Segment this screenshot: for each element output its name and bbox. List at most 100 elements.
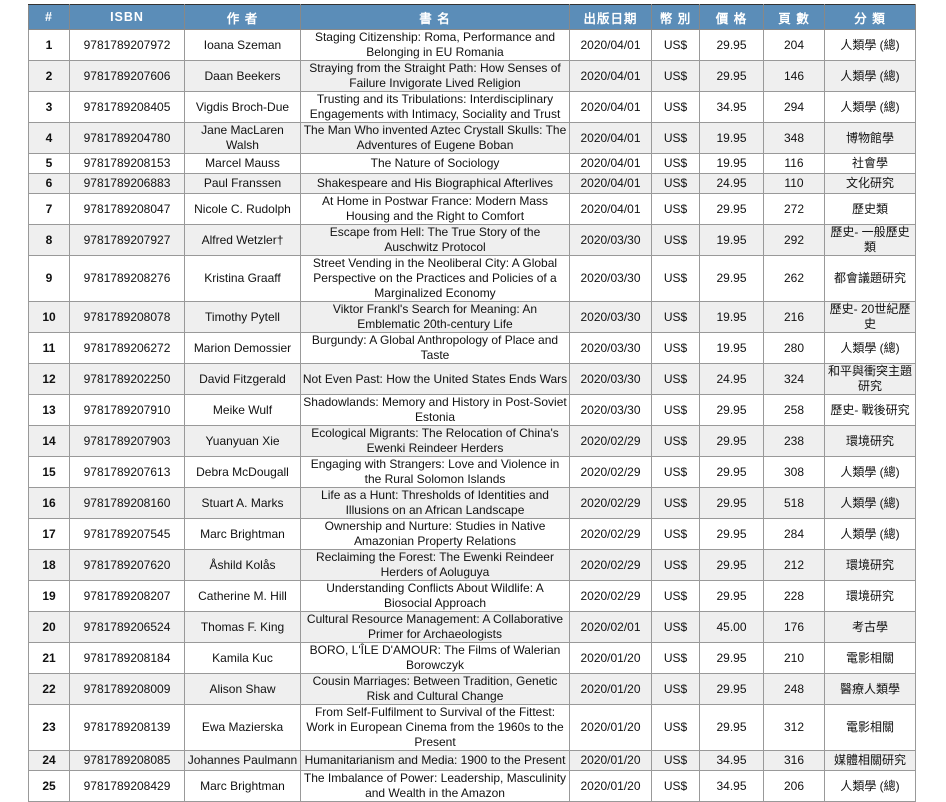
header-publish-date: 出版日期	[569, 4, 652, 30]
cell-publish-date: 2020/03/30	[569, 332, 652, 364]
cell-publish-date: 2020/02/01	[569, 611, 652, 643]
cell-row-number: 10	[28, 301, 70, 333]
table-row: 23 9781789208139 Ewa Mazierska From Self-Fu…	[28, 704, 916, 751]
cell-isbn: 9781789206524	[69, 611, 185, 643]
cell-author: Nicole C. Rudolph	[184, 193, 301, 225]
cell-isbn: 9781789208078	[69, 301, 185, 333]
cell-pages: 294	[763, 91, 825, 123]
cell-pages: 238	[763, 425, 825, 457]
cell-row-number: 25	[28, 770, 70, 802]
cell-row-number: 9	[28, 255, 70, 302]
cell-row-number: 24	[28, 750, 70, 771]
cell-author: Kristina Graaff	[184, 255, 301, 302]
cell-price: 29.95	[699, 487, 764, 519]
cell-title: Shakespeare and His Biographical Afterli…	[300, 173, 570, 194]
cell-isbn: 9781789208139	[69, 704, 185, 751]
cell-row-number: 4	[28, 122, 70, 154]
cell-currency: US$	[651, 91, 700, 123]
cell-title: Ownership and Nurture: Studies in Native…	[300, 518, 570, 550]
cell-pages: 272	[763, 193, 825, 225]
cell-author: Marion Demossier	[184, 332, 301, 364]
cell-pages: 248	[763, 673, 825, 705]
cell-price: 29.95	[699, 456, 764, 488]
cell-author: Debra McDougall	[184, 456, 301, 488]
cell-row-number: 21	[28, 642, 70, 674]
cell-price: 19.95	[699, 153, 764, 174]
table-row: 19 9781789208207 Catherine M. Hill Understa…	[28, 580, 916, 612]
cell-price: 29.95	[699, 549, 764, 581]
cell-currency: US$	[651, 549, 700, 581]
cell-price: 34.95	[699, 91, 764, 123]
cell-category: 和平與衝突主題研究	[824, 363, 916, 395]
table-row: 21 9781789208184 Kamila Kuc BORO, L'ÎLE D'A…	[28, 642, 916, 674]
cell-publish-date: 2020/03/30	[569, 301, 652, 333]
cell-publish-date: 2020/04/01	[569, 173, 652, 194]
cell-row-number: 17	[28, 518, 70, 550]
cell-category: 醫療人類學	[824, 673, 916, 705]
cell-row-number: 2	[28, 60, 70, 92]
table-row: 20 9781789206524 Thomas F. King Cultural Re…	[28, 611, 916, 643]
cell-publish-date: 2020/04/01	[569, 60, 652, 92]
cell-row-number: 1	[28, 29, 70, 61]
cell-row-number: 12	[28, 363, 70, 395]
table-row: 12 9781789202250 David Fitzgerald Not Even …	[28, 363, 916, 395]
cell-title: Straying from the Straight Path: How Sen…	[300, 60, 570, 92]
cell-author: Catherine M. Hill	[184, 580, 301, 612]
cell-title: Understanding Conflicts About Wildlife: …	[300, 580, 570, 612]
cell-pages: 262	[763, 255, 825, 302]
header-price: 價 格	[699, 4, 764, 30]
cell-currency: US$	[651, 611, 700, 643]
table-row: 6 9781789206883 Paul Franssen Shakespeare a…	[28, 173, 916, 194]
cell-author: Stuart A. Marks	[184, 487, 301, 519]
cell-author: Meike Wulf	[184, 394, 301, 426]
cell-pages: 110	[763, 173, 825, 194]
cell-title: Engaging with Strangers: Love and Violen…	[300, 456, 570, 488]
cell-currency: US$	[651, 122, 700, 154]
header-row-number: #	[28, 4, 70, 30]
cell-price: 19.95	[699, 224, 764, 256]
cell-row-number: 23	[28, 704, 70, 751]
cell-currency: US$	[651, 193, 700, 225]
cell-publish-date: 2020/04/01	[569, 29, 652, 61]
cell-currency: US$	[651, 425, 700, 457]
cell-isbn: 9781789204780	[69, 122, 185, 154]
cell-currency: US$	[651, 224, 700, 256]
cell-pages: 206	[763, 770, 825, 802]
header-author: 作 者	[184, 4, 301, 30]
cell-title: The Man Who invented Aztec Crystall Skul…	[300, 122, 570, 154]
table-row: 14 9781789207903 Yuanyuan Xie Ecological Mi…	[28, 425, 916, 457]
cell-price: 34.95	[699, 750, 764, 771]
cell-category: 考古學	[824, 611, 916, 643]
cell-pages: 292	[763, 224, 825, 256]
cell-currency: US$	[651, 332, 700, 364]
cell-price: 29.95	[699, 60, 764, 92]
cell-row-number: 3	[28, 91, 70, 123]
cell-author: Paul Franssen	[184, 173, 301, 194]
cell-pages: 312	[763, 704, 825, 751]
cell-pages: 316	[763, 750, 825, 771]
cell-author: Ioana Szeman	[184, 29, 301, 61]
cell-category: 媒體相關研究	[824, 750, 916, 771]
table-row: 8 9781789207927 Alfred Wetzler† Escape from…	[28, 224, 916, 256]
cell-currency: US$	[651, 153, 700, 174]
cell-category: 人類學 (總)	[824, 60, 916, 92]
table-row: 25 9781789208429 Marc Brightman The Imbalan…	[28, 770, 916, 802]
cell-price: 29.95	[699, 642, 764, 674]
cell-publish-date: 2020/04/01	[569, 193, 652, 225]
cell-isbn: 9781789207545	[69, 518, 185, 550]
cell-pages: 308	[763, 456, 825, 488]
cell-author: David Fitzgerald	[184, 363, 301, 395]
cell-row-number: 13	[28, 394, 70, 426]
cell-row-number: 19	[28, 580, 70, 612]
cell-publish-date: 2020/02/29	[569, 425, 652, 457]
cell-publish-date: 2020/01/20	[569, 750, 652, 771]
cell-row-number: 7	[28, 193, 70, 225]
cell-isbn: 9781789208429	[69, 770, 185, 802]
cell-isbn: 9781789207613	[69, 456, 185, 488]
cell-price: 29.95	[699, 425, 764, 457]
cell-category: 電影相關	[824, 642, 916, 674]
cell-row-number: 18	[28, 549, 70, 581]
cell-currency: US$	[651, 518, 700, 550]
cell-pages: 228	[763, 580, 825, 612]
cell-pages: 116	[763, 153, 825, 174]
